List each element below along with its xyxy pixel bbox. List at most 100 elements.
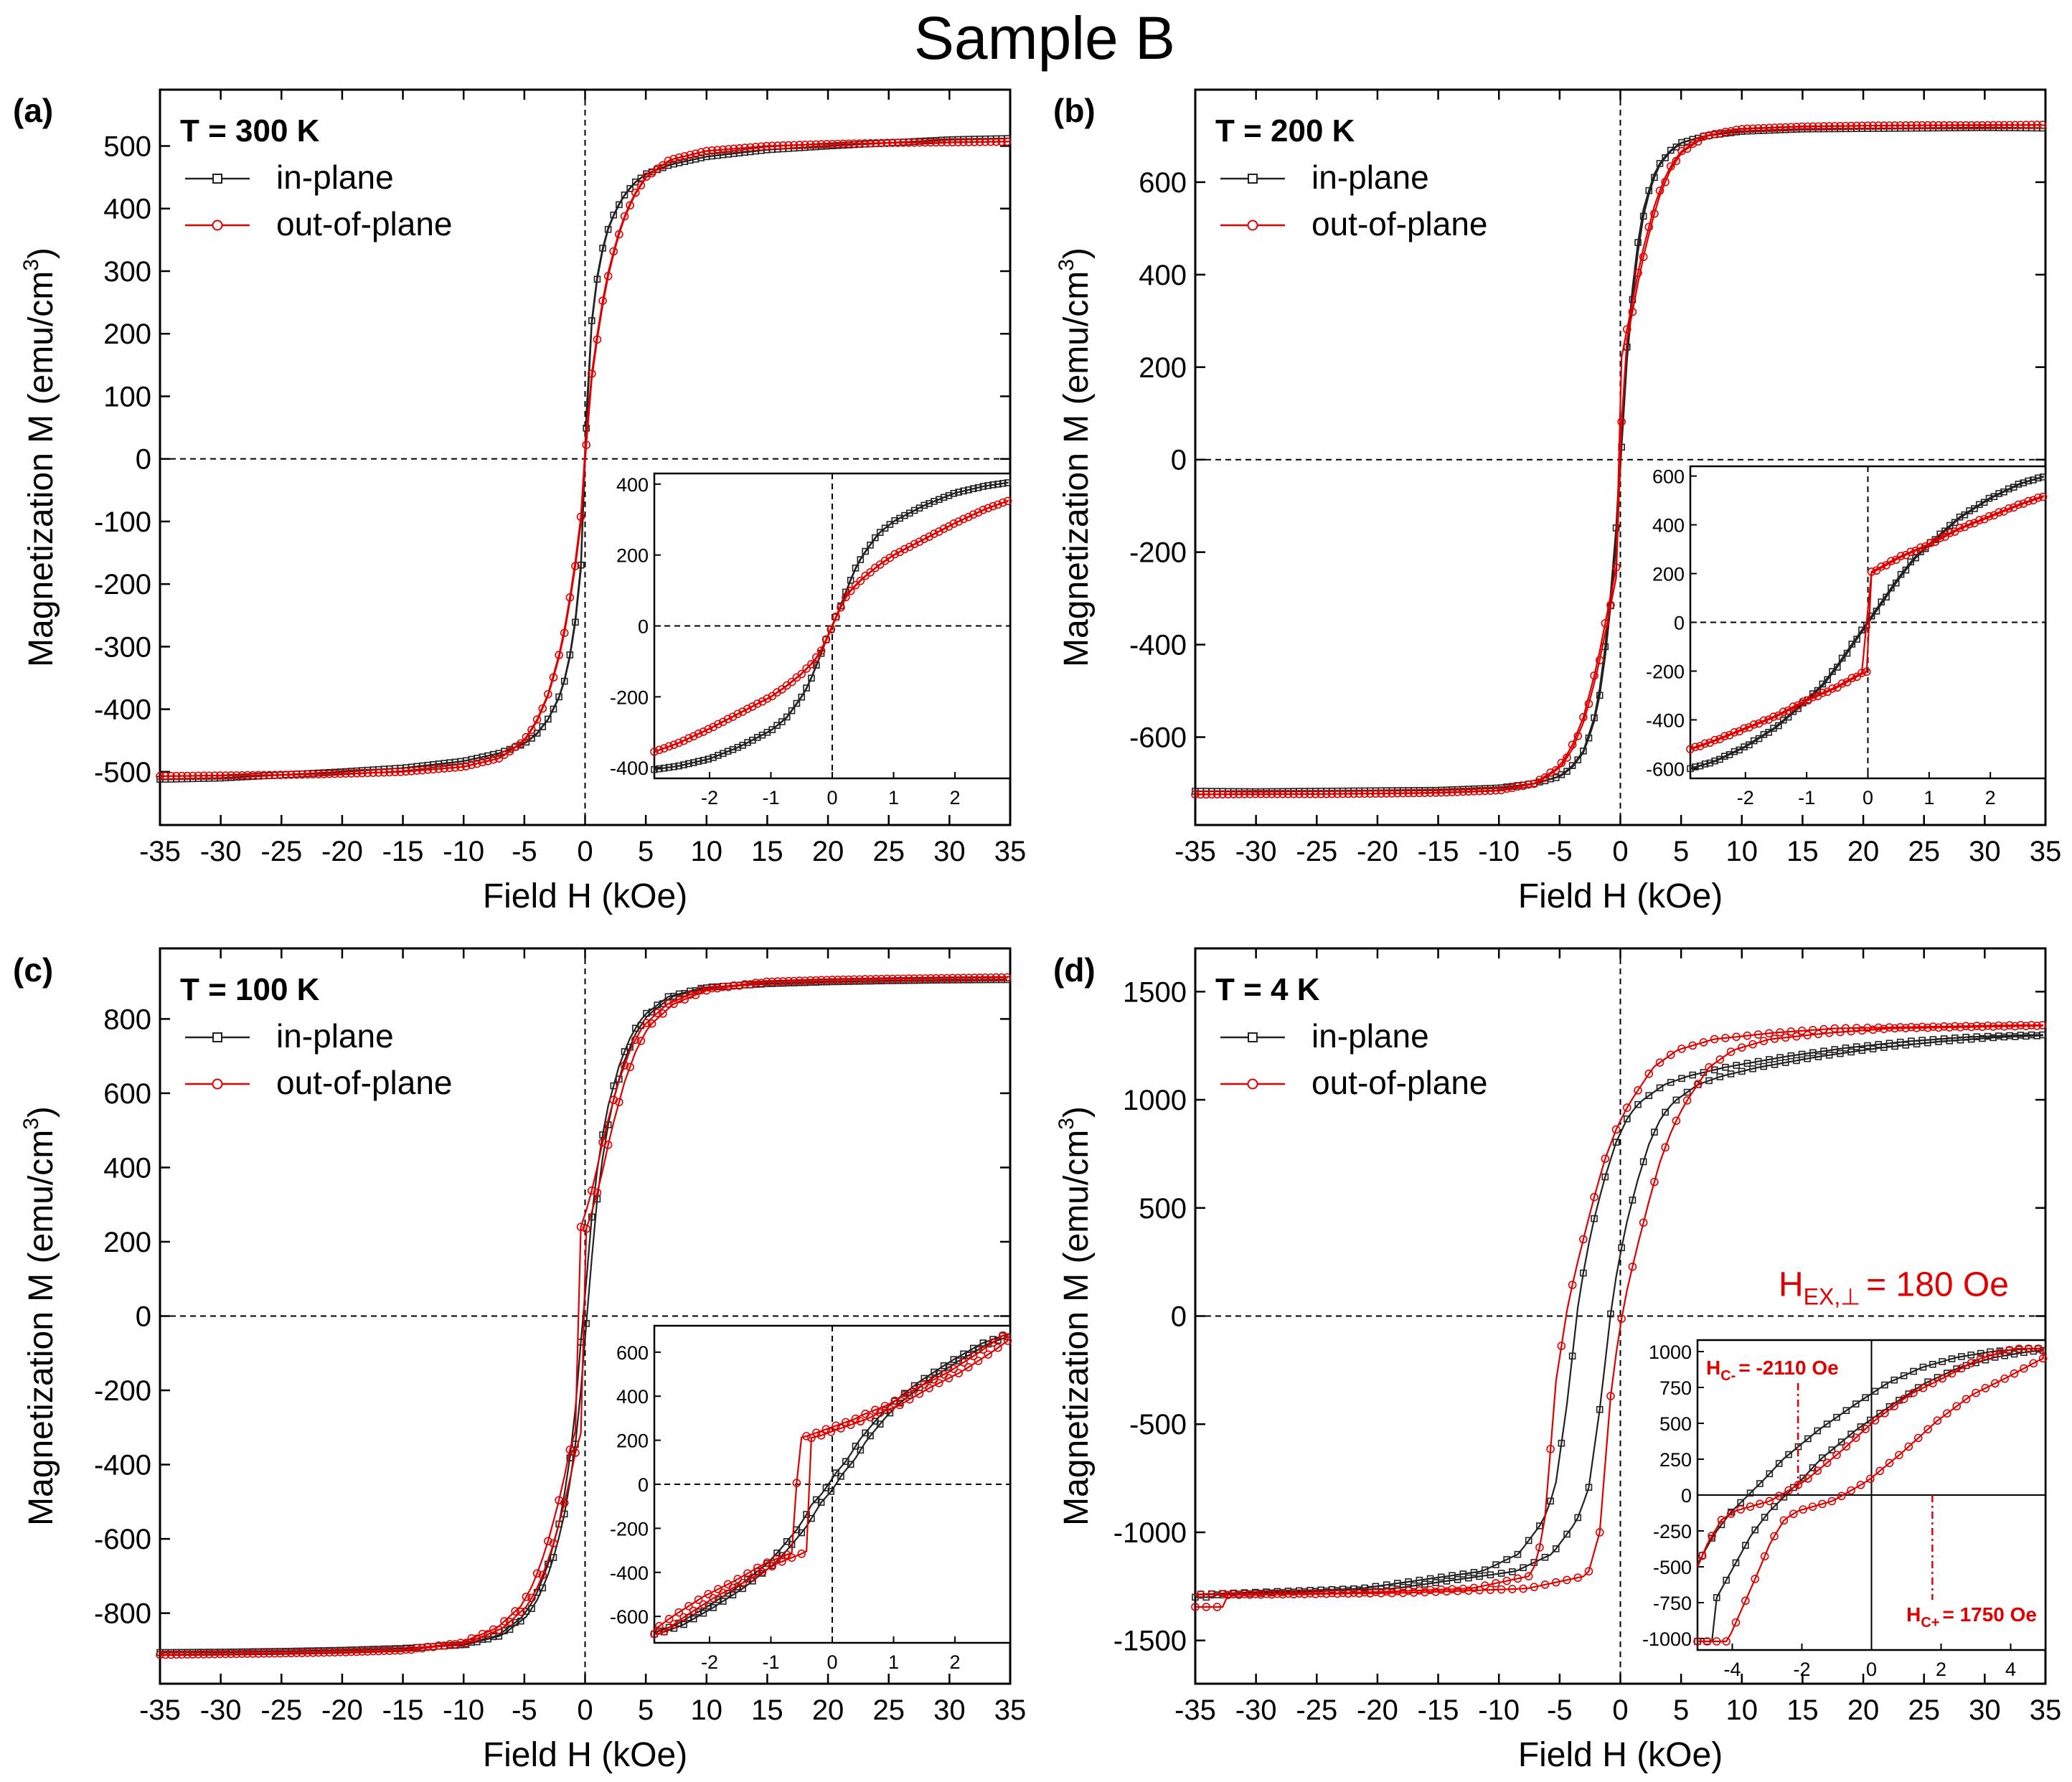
- inset-in-plane-point: [1924, 1378, 1931, 1386]
- inset-out-of-plane-point: [1727, 1509, 1736, 1518]
- series-out-of-plane-point: [1207, 1590, 1216, 1599]
- series-out-of-plane-point: [199, 1650, 208, 1659]
- inset-out-of-plane-point: [1857, 669, 1866, 677]
- inset-out-of-plane-point: [1720, 732, 1729, 741]
- series-out-of-plane-point: [1611, 1125, 1621, 1134]
- hc-plus-value: = 1750 Oe: [1942, 1603, 2037, 1626]
- series-out-of-plane-point: [910, 138, 919, 147]
- series-in-plane-point: [1662, 1108, 1669, 1116]
- series-out-of-plane-point: [1737, 125, 1746, 133]
- series-out-of-plane-point: [1721, 1034, 1730, 1042]
- inset-out-of-plane-point: [998, 498, 1007, 507]
- inset-out-of-plane-point: [664, 1615, 674, 1623]
- series-out-of-plane-point: [986, 973, 995, 982]
- series-in-plane-point: [1568, 762, 1576, 770]
- series-out-of-plane-point: [762, 977, 771, 986]
- series-out-of-plane-point: [1874, 121, 1883, 130]
- series-in-plane-point: [1760, 1062, 1768, 1070]
- inset-in-plane-point: [783, 713, 791, 721]
- inset-in-plane-point: [1766, 1470, 1774, 1478]
- inset-out-of-plane-point: [1822, 1458, 1832, 1467]
- inset-in-plane-point: [1720, 753, 1728, 760]
- inset-in-plane-point: [842, 1458, 849, 1466]
- series-out-of-plane-point: [877, 974, 886, 984]
- series-out-of-plane-point: [172, 771, 181, 781]
- series-out-of-plane-point: [298, 1649, 306, 1657]
- inset-out-of-plane-point: [1717, 1516, 1726, 1524]
- inset-in-plane-point: [1711, 757, 1718, 765]
- series-in-plane-point: [577, 561, 585, 569]
- inset: -2 -1 0 1 2 600 400 200 0 -200 -400 -600: [610, 1324, 1012, 1673]
- series-out-of-plane-point: [1202, 1603, 1211, 1611]
- inset-out-of-plane-point: [1986, 1351, 1995, 1360]
- series-out-of-plane-point: [1568, 740, 1577, 749]
- series-out-of-plane-point: [1294, 790, 1304, 798]
- series-out-of-plane-point: [1355, 1589, 1364, 1598]
- series-out-of-plane-point: [669, 999, 678, 1009]
- series-out-of-plane-point: [210, 1649, 219, 1659]
- series-out-of-plane-point: [1726, 127, 1736, 136]
- series-out-of-plane-point: [2027, 1021, 2036, 1029]
- series-out-of-plane-point: [1508, 1585, 1517, 1593]
- series-in-plane-point: [1727, 1070, 1735, 1078]
- x-tick-label: 0: [1612, 1694, 1628, 1726]
- inset-in-plane-point: [965, 486, 972, 494]
- inset-in-plane-point: [705, 755, 712, 763]
- series-in-plane-point: [1749, 1065, 1756, 1072]
- series-in-plane-point: [1624, 1115, 1631, 1123]
- series-out-of-plane-point: [1459, 787, 1468, 796]
- legend-marker-in-plane: [1248, 174, 1258, 184]
- inset-in-plane-point: [1956, 513, 1964, 521]
- inset-in-plane-point: [719, 1598, 727, 1605]
- series-out-of-plane-point: [1983, 121, 1992, 130]
- inset-in-plane-point: [1833, 1413, 1840, 1421]
- series-out-of-plane-point: [1710, 1034, 1719, 1044]
- series-out-of-plane-point: [527, 1593, 536, 1603]
- inset-in-plane-point: [808, 674, 815, 682]
- inset-in-plane-point: [1004, 479, 1012, 486]
- inset-out-of-plane-point: [2004, 504, 2013, 513]
- series-out-of-plane-point: [347, 1647, 356, 1656]
- series-out-of-plane-point: [593, 1188, 602, 1197]
- inset-x-tick-label: 0: [827, 1651, 837, 1673]
- y-tick-label: 800: [103, 1004, 151, 1035]
- series-out-of-plane-point: [1212, 1603, 1222, 1611]
- series-out-of-plane-point: [1694, 1080, 1703, 1088]
- legend-label-in-plane: in-plane: [276, 1017, 394, 1055]
- series-out-of-plane-point: [2027, 121, 2036, 129]
- series-out-of-plane-point: [1962, 1022, 1970, 1031]
- series-out-of-plane-point: [1584, 699, 1593, 708]
- series-out-of-plane-point: [434, 764, 443, 773]
- inset-in-plane-point: [910, 1382, 918, 1390]
- inset-out-of-plane-point: [655, 745, 664, 755]
- inset-in-plane-point: [994, 481, 1002, 488]
- inset-out-of-plane-point: [1842, 1442, 1851, 1451]
- inset-in-plane-point: [1746, 1489, 1754, 1497]
- series-out-of-plane-point: [1918, 121, 1926, 130]
- inset-in-plane-point: [1977, 1349, 1984, 1357]
- series-out-of-plane-point: [1863, 121, 1872, 131]
- series-out-of-plane-point: [1890, 1024, 1899, 1033]
- series-out-of-plane-point: [1273, 1589, 1282, 1598]
- series-out-of-plane-point: [1322, 1589, 1331, 1598]
- inset-out-of-plane-point: [1926, 539, 1935, 547]
- inset-out-of-plane-point: [1936, 534, 1945, 542]
- inset-out-of-plane-point: [920, 534, 929, 544]
- inset-in-plane-point: [1946, 522, 1954, 529]
- series-out-of-plane-point: [319, 770, 329, 778]
- inset-x-tick-label: -2: [701, 1651, 718, 1673]
- series-out-of-plane-point: [1732, 126, 1741, 134]
- series-out-of-plane-point: [265, 1649, 274, 1658]
- series-in-plane-point: [1574, 1514, 1582, 1522]
- series-out-of-plane-point: [500, 1617, 509, 1626]
- inset-out-of-plane-point: [650, 1629, 659, 1639]
- series-out-of-plane-point: [445, 763, 454, 773]
- series-in-plane-point: [1552, 1545, 1560, 1552]
- series-out-of-plane-point: [1661, 1143, 1670, 1152]
- y-label-end: ): [22, 248, 60, 259]
- inset-in-plane-point: [788, 707, 796, 715]
- series-out-of-plane-point: [986, 137, 995, 146]
- inset-out-of-plane-point: [1712, 1637, 1721, 1646]
- series-out-of-plane-point: [1398, 1588, 1408, 1598]
- x-tick-label: 10: [691, 1694, 723, 1726]
